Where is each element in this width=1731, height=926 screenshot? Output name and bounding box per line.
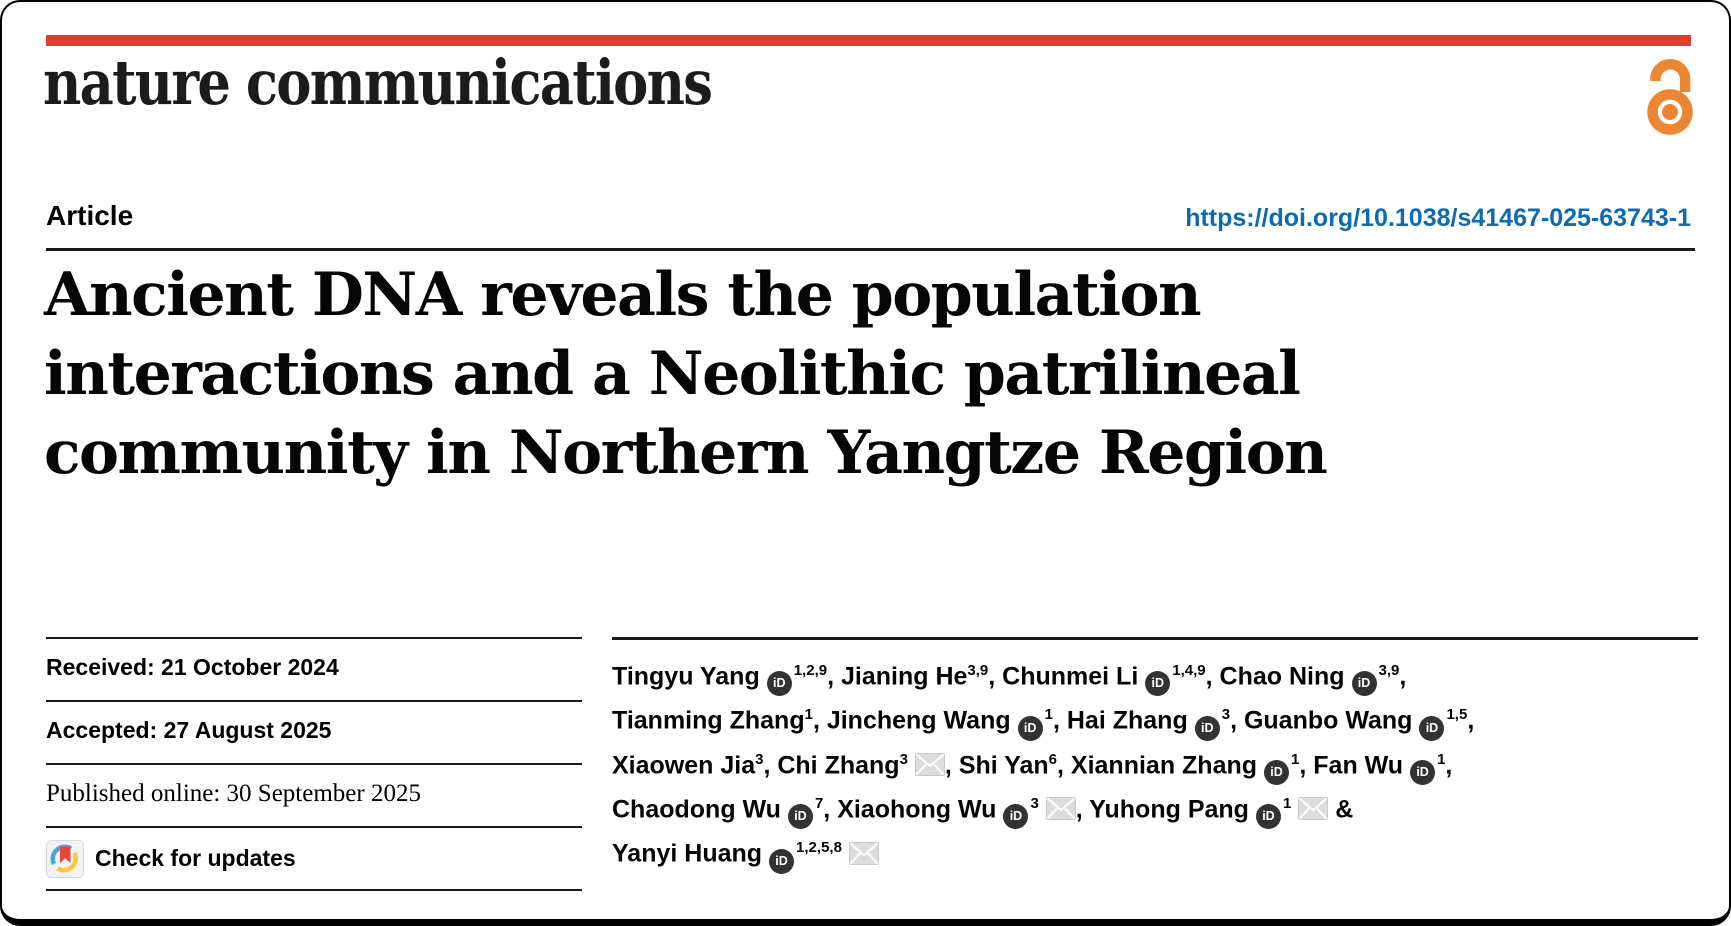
affiliation-superscript: 1: [1282, 794, 1292, 812]
orcid-icon[interactable]: iD: [766, 671, 792, 697]
orcid-icon[interactable]: iD: [1419, 715, 1445, 741]
header-divider: [46, 248, 1695, 251]
accepted-date: Accepted: 27 August 2025: [46, 700, 582, 763]
email-author-icon[interactable]: [914, 752, 945, 776]
orcid-icon[interactable]: iD: [1194, 715, 1220, 741]
affiliation-superscript: 7: [814, 794, 824, 812]
affiliation-superscript: 1: [1044, 706, 1053, 724]
check-for-updates-button[interactable]: Check for updates: [46, 826, 582, 889]
affiliation-superscript: 1,5: [1446, 706, 1468, 724]
published-date: Published online: 30 September 2025: [46, 763, 582, 826]
orcid-icon[interactable]: iD: [1255, 804, 1281, 830]
received-date: Received: 21 October 2024: [46, 637, 582, 700]
meta-column: Received: 21 October 2024 Accepted: 27 A…: [46, 637, 582, 891]
article-type-label: Article: [46, 200, 134, 231]
title-line: interactions and a Neolithic patrilineal: [44, 339, 1301, 409]
orcid-icon[interactable]: iD: [1410, 759, 1436, 785]
affiliation-superscript: 3: [1030, 794, 1039, 812]
brand-banner-bar: [46, 35, 1691, 46]
affiliation-superscript: 3,9: [1378, 662, 1400, 679]
orcid-icon[interactable]: iD: [1351, 671, 1377, 697]
crossmark-icon: [46, 839, 84, 878]
affiliation-superscript: 1,4,9: [1172, 662, 1206, 679]
affiliation-superscript: 3: [1221, 706, 1231, 724]
author-list: Tingyu Yang iD1,2,9, Jianing He3,9, Chunm…: [612, 637, 1698, 919]
author-line: Chaodong Wu iD7, Xiaohong Wu iD3 , Yuhong …: [612, 785, 1698, 830]
journal-logo: nature communications: [43, 46, 713, 119]
orcid-icon[interactable]: iD: [787, 804, 813, 830]
author-line: Yanyi Huang iD1,2,5,8: [612, 829, 1698, 874]
affiliation-superscript: 3,9: [967, 662, 989, 679]
orcid-icon[interactable]: iD: [769, 848, 795, 874]
orcid-icon[interactable]: iD: [1145, 671, 1171, 697]
orcid-icon[interactable]: iD: [1017, 715, 1043, 741]
affiliation-superscript: 3: [755, 750, 764, 768]
affiliation-superscript: 1: [804, 706, 813, 724]
affiliation-superscript: 1,2,9: [793, 662, 828, 679]
affiliation-superscript: 1,2,5,8: [796, 839, 842, 857]
title-line: Ancient DNA reveals the population: [44, 260, 1202, 330]
affiliation-superscript: 6: [1048, 750, 1058, 768]
doi-link[interactable]: https://doi.org/10.1038/s41467-025-63743…: [1185, 204, 1691, 232]
open-access-icon: [1647, 59, 1693, 135]
orcid-icon[interactable]: iD: [1264, 759, 1290, 785]
affiliation-superscript: 1: [1291, 750, 1300, 768]
affiliation-superscript: 3: [899, 750, 908, 768]
author-line: Tingyu Yang iD1,2,9, Jianing He3,9, Chunm…: [612, 652, 1698, 697]
title-line: community in Northern Yangtze Region: [44, 418, 1328, 488]
orcid-icon[interactable]: iD: [1003, 804, 1029, 830]
affiliation-superscript: 1: [1437, 750, 1446, 768]
email-author-icon[interactable]: [1045, 797, 1076, 821]
email-author-icon[interactable]: [1298, 797, 1329, 821]
author-line: Tianming Zhang1, Jincheng Wang iD1, Hai Z…: [612, 696, 1698, 741]
email-author-icon[interactable]: [848, 841, 879, 865]
article-title: Ancient DNA reveals the population intera…: [44, 256, 1644, 493]
check-for-updates-label: Check for updates: [95, 845, 296, 871]
author-line: Xiaowen Jia3, Chi Zhang3 , Shi Yan6, Xia…: [612, 741, 1698, 785]
